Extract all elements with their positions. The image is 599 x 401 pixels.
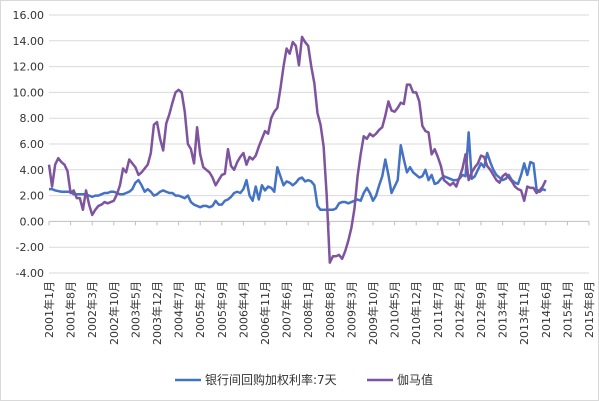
y-tick-label: 14.00 [13,35,45,48]
x-tick-label: 2002年10月 [107,281,121,345]
x-tick-label: 2006年11月 [258,281,272,345]
series-lines [47,35,547,264]
x-tick-label: 2005年9月 [215,281,229,338]
y-tick-label: 16.00 [13,9,45,22]
x-tick-label: 2008年1月 [301,281,315,338]
x-axis-ticks: 2001年1月 2001年8月 2002年3月 2002年10月 2003年5月 2003… [42,221,596,345]
x-tick-label: 2009年3月 [344,281,358,338]
x-tick-label: 2001年8月 [64,281,78,338]
y-tick-label: 0.00 [20,215,45,228]
x-tick-label: 2003年12月 [150,281,164,345]
y-tick-label: -2.00 [16,241,44,254]
gridlines [49,14,589,274]
x-tick-label: 2015年1月 [560,281,574,338]
series-line-gamma [47,35,547,264]
x-tick-label: 2015年8月 [582,281,596,338]
x-tick-label: 2004年7月 [172,281,186,338]
x-tick-label: 2003年5月 [128,281,142,338]
y-tick-label: 4.00 [20,164,45,177]
y-axis-ticks: -4.00 -2.00 0.00 2.00 4.00 6.00 8.00 10.00 12.00… [13,9,45,280]
y-tick-label: -4.00 [16,267,44,280]
y-tick-label: 12.00 [13,61,45,74]
x-tick-label: 2001年1月 [42,281,56,338]
legend-label-gamma: 伽马值 [397,372,433,387]
x-tick-label: 2010年5月 [388,281,402,338]
x-tick-label: 2002年3月 [85,281,99,338]
legend: 银行间回购加权利率:7天 伽马值 [175,372,433,387]
x-tick-label: 2007年6月 [280,281,294,338]
x-tick-label: 2014年6月 [539,281,553,338]
legend-label-rate: 银行间回购加权利率:7天 [205,372,337,387]
x-tick-label: 2010年12月 [409,281,423,345]
x-tick-label: 2011年7月 [431,281,445,338]
y-tick-label: 10.00 [13,86,45,99]
x-tick-label: 2012年9月 [474,281,488,338]
x-tick-label: 2012年2月 [452,281,466,338]
x-tick-label: 2013年11月 [517,281,531,345]
y-tick-label: 6.00 [20,138,45,151]
y-tick-label: 2.00 [20,190,45,203]
x-tick-label: 2013年4月 [496,281,510,338]
x-tick-label: 2009年10月 [366,281,380,345]
x-tick-label: 2008年8月 [323,281,337,338]
x-tick-label: 2006年4月 [236,281,250,338]
series-line-rate [49,131,547,212]
y-tick-label: 8.00 [20,112,45,125]
x-tick-label: 2005年2月 [193,281,207,338]
